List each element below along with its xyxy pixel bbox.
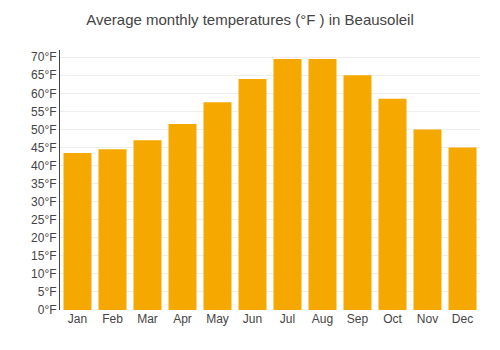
svg-text:70°F: 70°F: [31, 50, 56, 64]
svg-text:25°F: 25°F: [31, 213, 56, 227]
svg-text:40°F: 40°F: [31, 159, 56, 173]
svg-text:Apr: Apr: [173, 312, 192, 326]
svg-text:Mar: Mar: [137, 312, 158, 326]
svg-text:Sep: Sep: [347, 312, 369, 326]
svg-text:Jul: Jul: [280, 312, 295, 326]
svg-text:Feb: Feb: [102, 312, 123, 326]
svg-text:50°F: 50°F: [31, 123, 56, 137]
svg-text:May: May: [206, 312, 229, 326]
svg-text:5°F: 5°F: [38, 285, 57, 299]
svg-text:10°F: 10°F: [31, 267, 56, 281]
svg-text:65°F: 65°F: [31, 68, 56, 82]
svg-text:Jan: Jan: [68, 312, 87, 326]
svg-text:0°F: 0°F: [38, 303, 57, 317]
svg-text:45°F: 45°F: [31, 141, 56, 155]
svg-text:Aug: Aug: [312, 312, 333, 326]
svg-text:Jun: Jun: [243, 312, 262, 326]
svg-text:55°F: 55°F: [31, 105, 56, 119]
svg-text:Average monthly temperatures (: Average monthly temperatures (°F ) in Be…: [86, 11, 414, 28]
svg-text:20°F: 20°F: [31, 231, 56, 245]
svg-text:15°F: 15°F: [31, 249, 56, 263]
svg-text:Dec: Dec: [452, 312, 473, 326]
svg-text:35°F: 35°F: [31, 177, 56, 191]
svg-text:Oct: Oct: [383, 312, 402, 326]
svg-text:30°F: 30°F: [31, 195, 56, 209]
svg-text:Nov: Nov: [417, 312, 438, 326]
svg-text:60°F: 60°F: [31, 87, 56, 101]
